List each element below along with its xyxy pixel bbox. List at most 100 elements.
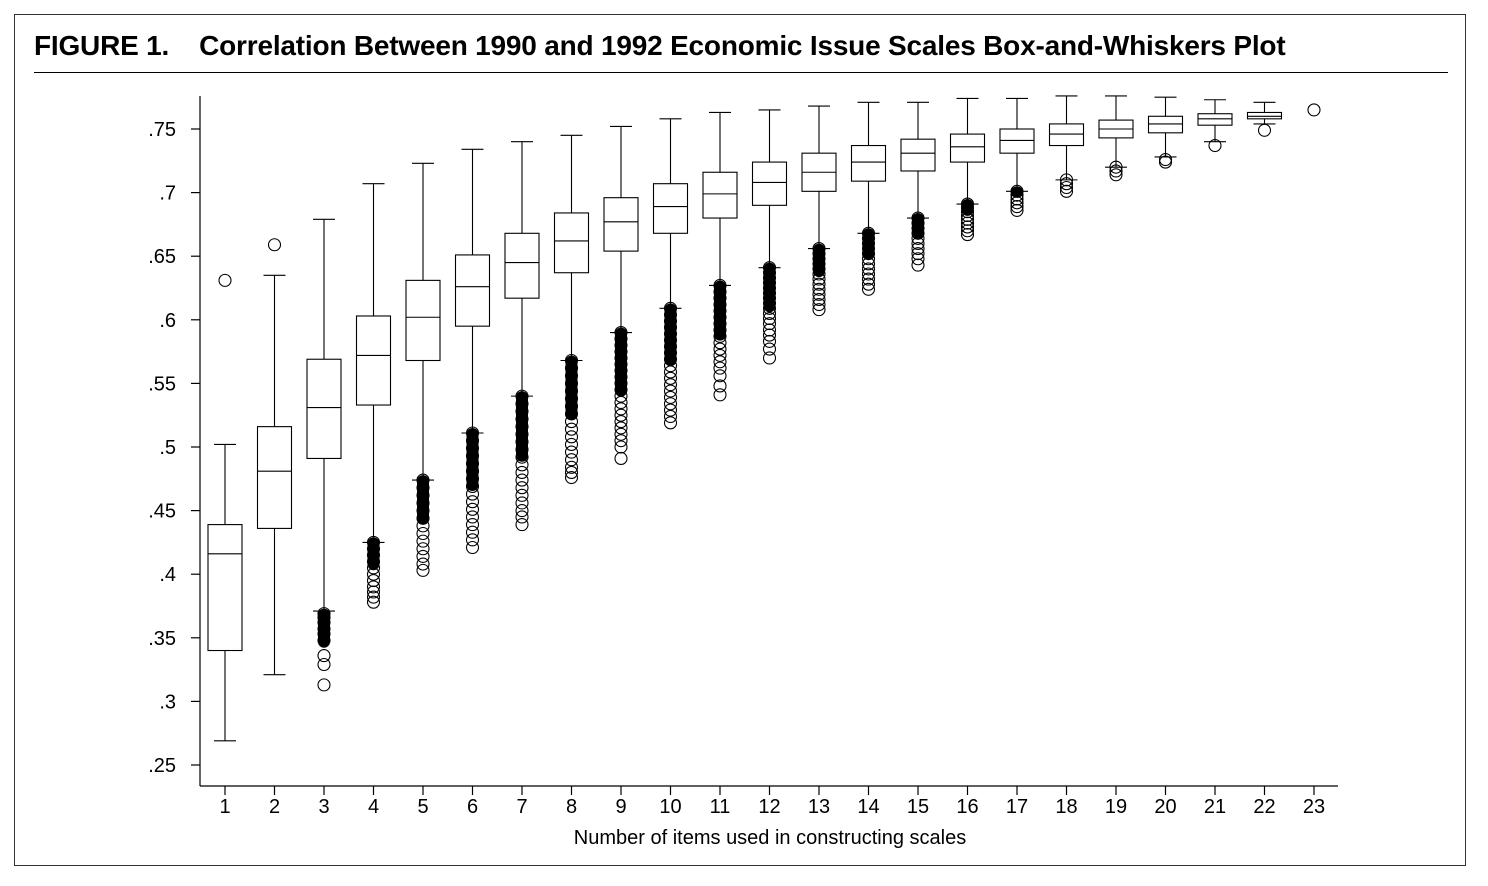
outlier-point [762, 311, 777, 326]
outlier-point [564, 465, 579, 479]
x-tick-label: 4 [368, 796, 379, 818]
box-19 [1098, 95, 1134, 182]
title-rule [34, 72, 1448, 73]
outlier-point [267, 238, 282, 252]
outlier-point [911, 252, 925, 266]
iqr-box [702, 171, 738, 219]
box-9 [603, 125, 639, 465]
x-tick-label: 22 [1253, 796, 1275, 818]
figure-title: FIGURE 1. Correlation Between 1990 and 19… [34, 30, 1286, 62]
outlier-point [366, 580, 381, 594]
outlier-point [762, 351, 777, 365]
box-21 [1197, 99, 1233, 153]
outlier-point [812, 277, 826, 291]
outlier-point [416, 563, 430, 577]
iqr-box [504, 232, 540, 299]
outlier-point [1208, 138, 1222, 153]
outlier-cluster [466, 428, 479, 491]
iqr-box [1246, 111, 1283, 120]
y-tick-label: .35 [148, 628, 176, 650]
single-point [1307, 103, 1321, 117]
y-tick-label: .6 [159, 310, 176, 332]
outlier-point [762, 342, 777, 356]
iqr-box [355, 315, 392, 406]
box-23 [1307, 103, 1321, 117]
outlier-point [564, 430, 579, 444]
iqr-box [454, 254, 491, 327]
outlier-point [614, 415, 628, 429]
outlier-point [515, 510, 529, 524]
outlier-point [911, 258, 925, 272]
outlier-point [564, 422, 579, 436]
outlier-cluster [318, 608, 330, 648]
x-tick-label: 3 [318, 796, 329, 818]
figure-title-text: Correlation Between 1990 and 1992 Econom… [199, 30, 1286, 61]
iqr-box [652, 183, 689, 234]
x-tick-label: 1 [219, 796, 230, 818]
outlier-point [762, 334, 777, 348]
y-tick-label: .3 [159, 691, 176, 713]
iqr-box [603, 197, 639, 252]
y-tick-label: .7 [159, 183, 176, 205]
x-tick-label: 7 [516, 796, 527, 818]
outlier-point [762, 328, 777, 342]
outlier-point [614, 427, 628, 441]
outlier-point [960, 220, 975, 234]
x-tick-label: 19 [1105, 796, 1127, 818]
x-tick-label: 20 [1154, 796, 1176, 818]
x-tick-label: 12 [758, 796, 780, 818]
iqr-box [850, 144, 887, 182]
outlier-cluster [516, 391, 528, 462]
outlier-point [614, 402, 628, 416]
outlier-point [1158, 155, 1173, 169]
x-tick-label: 23 [1303, 796, 1325, 818]
box-15 [900, 101, 936, 272]
x-axis-label: Number of items used in constructing sca… [574, 827, 966, 849]
outlier-point [1109, 160, 1123, 174]
box-7 [504, 141, 540, 532]
outlier-point [663, 378, 678, 392]
outlier-point [515, 496, 529, 510]
outlier-point [614, 451, 628, 465]
x-tick-label: 9 [615, 796, 626, 818]
outlier-point [713, 348, 727, 362]
iqr-box [1147, 115, 1184, 134]
outlier-point [366, 574, 381, 588]
outlier-point [762, 317, 777, 331]
x-tick-label: 13 [808, 796, 830, 818]
figure-frame [14, 14, 1466, 866]
y-tick-label: .4 [159, 564, 176, 586]
outlier-point [713, 388, 727, 402]
outlier-point [861, 267, 876, 281]
outlier-point [614, 408, 628, 422]
outlier-point [861, 277, 876, 291]
box-22 [1246, 101, 1283, 137]
box-6 [454, 148, 491, 555]
outlier-point [416, 534, 430, 548]
outlier-point [762, 323, 777, 337]
outlier-point [1010, 200, 1024, 214]
outlier-point [663, 397, 678, 411]
outlier-point [663, 371, 678, 385]
outlier-point [218, 273, 232, 287]
box-20 [1147, 96, 1184, 169]
outlier-point [861, 262, 876, 276]
box-17 [999, 97, 1035, 217]
outlier-cluster [813, 243, 825, 278]
outlier-point [713, 369, 727, 383]
iqr-box [1197, 113, 1233, 126]
outlier-point [861, 272, 876, 286]
outlier-point [663, 416, 678, 430]
x-tick-label: 10 [659, 796, 681, 818]
x-tick-label: 18 [1055, 796, 1077, 818]
outlier-point [713, 379, 727, 393]
outlier-point [366, 590, 381, 604]
outlier-point [960, 224, 975, 238]
x-tick-label: 2 [269, 796, 280, 818]
box-2 [256, 238, 293, 676]
outlier-point [515, 518, 529, 532]
outlier-point [1109, 164, 1123, 178]
outlier-point [1059, 184, 1074, 198]
outlier-point [416, 549, 430, 563]
